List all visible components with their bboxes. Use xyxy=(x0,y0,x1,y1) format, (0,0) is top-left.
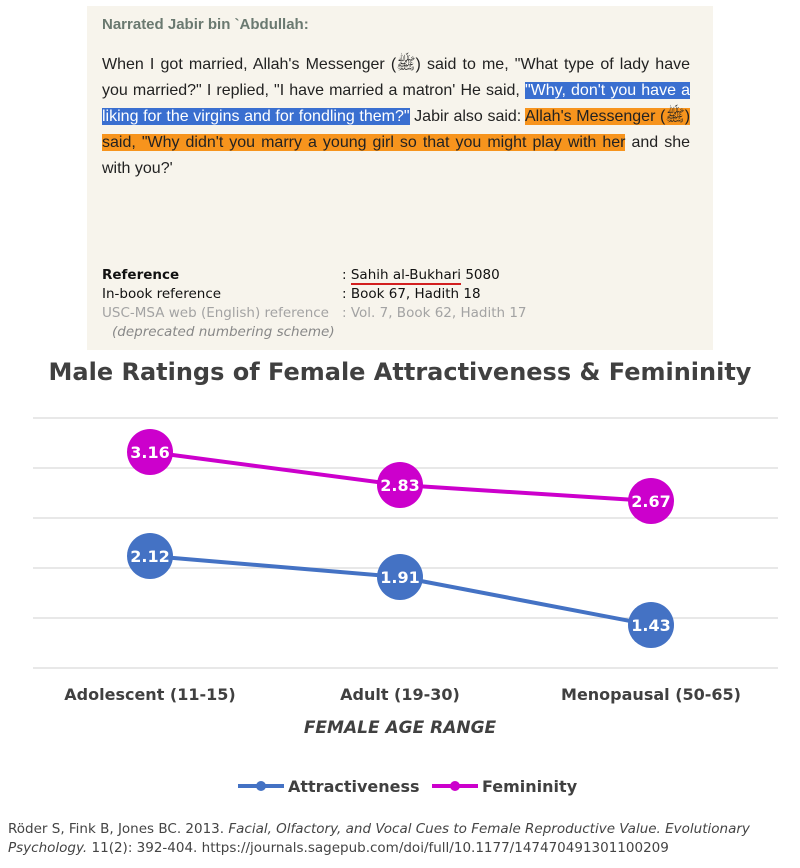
usc-msa-label: USC-MSA web (English) reference xyxy=(102,305,329,321)
usc-msa-value: : Vol. 7, Book 62, Hadith 17 xyxy=(342,304,527,323)
data-label: 2.67 xyxy=(631,492,670,511)
chart-title: Male Ratings of Female Attractiveness & … xyxy=(48,358,752,386)
data-label: 1.43 xyxy=(631,616,670,635)
legend-label: Attractiveness xyxy=(288,777,420,796)
x-tick-label: Menopausal (50-65) xyxy=(561,685,741,704)
in-book-value: : Book 67, Hadith 18 xyxy=(342,285,481,304)
data-point-femininity xyxy=(377,462,423,508)
hadith-segment-1: When I got married, Allah's Messenger (ﷺ… xyxy=(102,56,690,99)
deprecated-note: (deprecated numbering scheme) xyxy=(112,324,335,340)
citation: Röder S, Fink B, Jones BC. 2013. Facial,… xyxy=(8,820,798,858)
reference-separator: : xyxy=(342,267,347,283)
hadith-text: When I got married, Allah's Messenger (ﷺ… xyxy=(102,52,691,182)
in-book-separator: : xyxy=(342,286,347,302)
in-book-text: Book 67, Hadith 18 xyxy=(350,286,481,302)
data-label: 1.91 xyxy=(380,568,419,587)
citation-authors: Röder S, Fink B, Jones BC. 2013. xyxy=(8,821,225,837)
data-point-femininity xyxy=(628,478,674,524)
legend-swatch-marker xyxy=(450,781,460,791)
data-label: 3.16 xyxy=(130,443,169,462)
legend-label: Femininity xyxy=(482,777,578,796)
reference-value: : Sahih al-Bukhari 5080 xyxy=(342,266,500,285)
usc-msa-separator: : xyxy=(342,305,347,321)
data-label: 2.12 xyxy=(130,547,169,566)
hadith-card: Narrated Jabir bin `Abdullah: When I got… xyxy=(87,6,713,350)
data-label: 2.83 xyxy=(380,476,419,495)
hadith-segment-5: and she with you?' xyxy=(102,134,691,177)
x-tick-label: Adolescent (11-15) xyxy=(64,685,235,704)
reference-number: 5080 xyxy=(465,267,500,283)
data-point-attractiveness xyxy=(377,554,423,600)
narrator-heading: Narrated Jabir bin `Abdullah: xyxy=(102,16,309,33)
sahih-bukhari-link[interactable]: Sahih al-Bukhari xyxy=(350,267,462,285)
line-chart: Adolescent (11-15) Adult (19-30) Menopausa… xyxy=(33,417,778,796)
x-axis-label: FEMALE AGE RANGE xyxy=(304,718,497,738)
data-point-femininity xyxy=(127,429,173,475)
reference-label: Reference xyxy=(102,267,180,283)
data-point-attractiveness xyxy=(127,533,173,579)
hadith-segment-3: Jabir also said: xyxy=(409,108,525,125)
citation-title: Facial, Olfactory, and Vocal Cues to Fem… xyxy=(8,821,750,856)
usc-msa-text: Vol. 7, Book 62, Hadith 17 xyxy=(350,305,527,321)
citation-details: 11(2): 392-404. https://journals.sagepub… xyxy=(91,840,669,856)
legend-swatch-marker xyxy=(256,781,266,791)
data-point-attractiveness xyxy=(628,602,674,648)
in-book-label: In-book reference xyxy=(102,286,222,302)
x-tick-label: Adult (19-30) xyxy=(340,685,460,704)
